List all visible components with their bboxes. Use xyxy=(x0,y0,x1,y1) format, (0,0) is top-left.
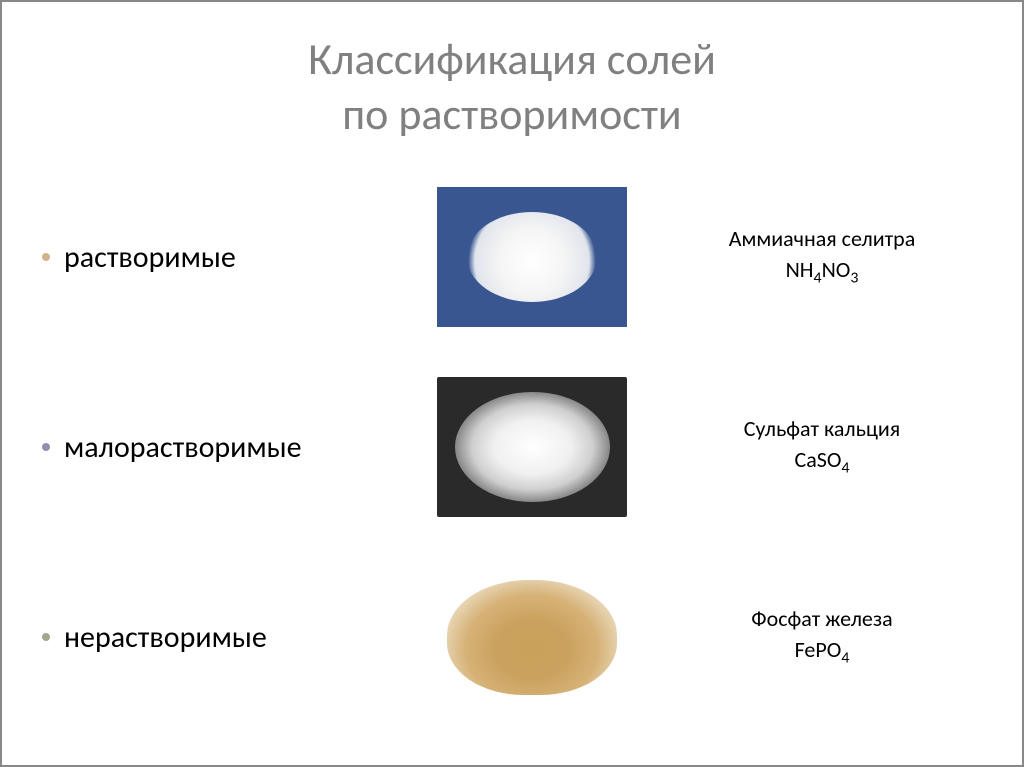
bullet-dot-icon xyxy=(42,253,50,261)
bullet-text: нерастворимые xyxy=(64,619,267,656)
chem-formula: CaSO4 xyxy=(672,445,972,480)
title-line-2: по растворимости xyxy=(2,87,1022,142)
chemical-image xyxy=(437,377,627,517)
content-grid: растворимые Аммиачная селитра NH4NO3 мал… xyxy=(2,162,1022,732)
title-line-1: Классификация солей xyxy=(2,32,1022,87)
bullet-dot-icon xyxy=(42,443,50,451)
chem-name: Фосфат железа xyxy=(672,604,972,635)
bullet-dot-icon xyxy=(42,633,50,641)
image-ammonium-nitrate xyxy=(392,187,672,327)
label-calcium-sulfate: Сульфат кальция CaSO4 xyxy=(672,414,1002,479)
label-ammonium-nitrate: Аммиачная селитра NH4NO3 xyxy=(672,224,1002,289)
chemical-image xyxy=(437,567,627,707)
bullet-row-insoluble: нерастворимые xyxy=(42,619,392,656)
bullet-text: растворимые xyxy=(64,239,236,276)
slide-title: Классификация солей по растворимости xyxy=(2,2,1022,162)
chem-name: Сульфат кальция xyxy=(672,414,972,445)
chemical-image xyxy=(437,187,627,327)
image-iron-phosphate xyxy=(392,567,672,707)
bullet-row-slightly-soluble: малорастворимые xyxy=(42,429,392,466)
bullet-row-soluble: растворимые xyxy=(42,239,392,276)
chem-name: Аммиачная селитра xyxy=(672,224,972,255)
bullet-text: малорастворимые xyxy=(64,429,302,466)
chem-formula: FePO4 xyxy=(672,635,972,670)
chem-formula: NH4NO3 xyxy=(672,255,972,290)
image-calcium-sulfate xyxy=(392,377,672,517)
label-iron-phosphate: Фосфат железа FePO4 xyxy=(672,604,1002,669)
